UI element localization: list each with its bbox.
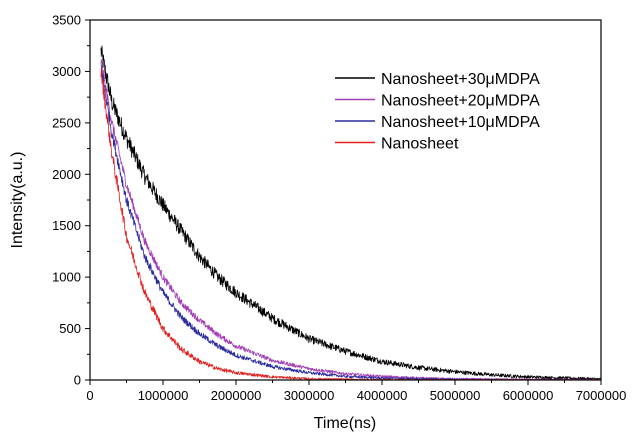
y-tick-label: 500 xyxy=(59,321,81,336)
x-tick-label: 3000000 xyxy=(284,388,335,403)
y-tick-label: 3500 xyxy=(52,13,81,28)
legend-label: Nanosheet xyxy=(381,136,459,153)
y-tick-label: 1000 xyxy=(52,270,81,285)
series-line xyxy=(100,45,602,381)
x-tick-label: 5000000 xyxy=(430,388,481,403)
y-tick-label: 3000 xyxy=(52,64,81,79)
y-tick-label: 2000 xyxy=(52,167,81,182)
x-tick-label: 4000000 xyxy=(357,388,408,403)
y-axis: 0 500 1000 1500 2000 2500 3000 3500 xyxy=(52,13,90,388)
x-tick-label: 2000000 xyxy=(211,388,262,403)
y-tick-label: 0 xyxy=(74,373,81,388)
y-axis-title: Intensity(a.u.) xyxy=(9,152,26,249)
x-tick-label: 7000000 xyxy=(576,388,627,403)
x-tick-label: 6000000 xyxy=(503,388,554,403)
x-axis-title: Time(ns) xyxy=(314,415,377,432)
x-axis: 0 1000000 2000000 3000000 4000000 5000000 6000… xyxy=(86,380,626,403)
legend-label: Nanosheet+30μMDPA xyxy=(381,71,540,88)
x-tick-label: 1000000 xyxy=(138,388,189,403)
y-tick-label: 1500 xyxy=(52,218,81,233)
legend-label: Nanosheet+10μMDPA xyxy=(381,114,540,131)
legend-label: Nanosheet+20μMDPA xyxy=(381,93,540,110)
x-tick-label: 0 xyxy=(86,388,93,403)
y-tick-label: 2500 xyxy=(52,115,81,130)
legend: Nanosheet+30μMDPA Nanosheet+20μMDPA Nanosh… xyxy=(335,71,540,153)
